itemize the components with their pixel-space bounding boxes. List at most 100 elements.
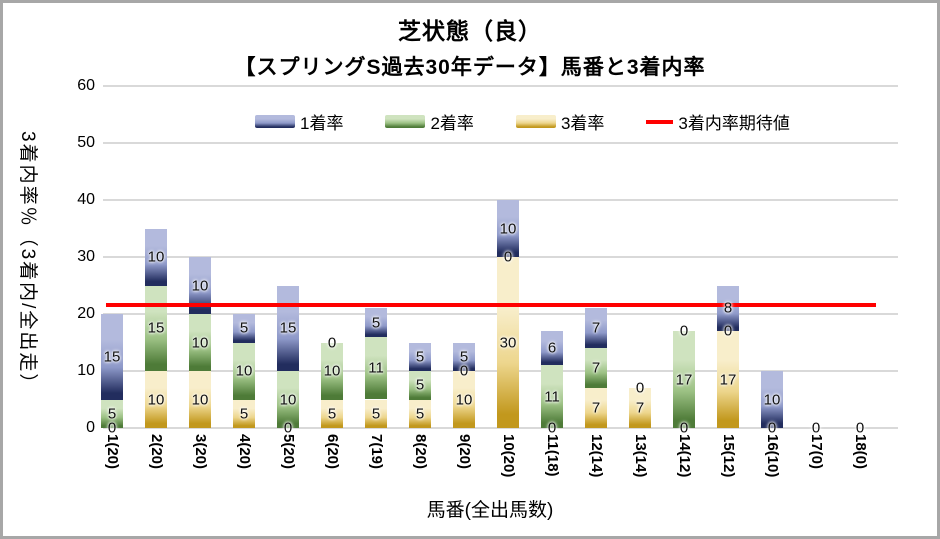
chart-area: 芝状態（良） 【スプリングS過去30年データ】馬番と3着内率 1着率 2着率 3… bbox=[3, 3, 937, 536]
bar-11-segment-2[interactable] bbox=[541, 331, 563, 366]
legend-item-first-rate[interactable]: 1着率 bbox=[255, 109, 343, 134]
x-tick-label-1: 1(20) bbox=[104, 434, 121, 470]
data-label: 7 bbox=[591, 399, 601, 417]
bar-6-segment-0[interactable] bbox=[321, 399, 343, 428]
bar-6-segment-1[interactable] bbox=[321, 342, 343, 400]
bar-8-segment-1[interactable] bbox=[409, 371, 431, 400]
legend: 1着率 2着率 3着率 3着内率期待値 bbox=[255, 109, 790, 134]
bar-15-segment-2[interactable] bbox=[717, 285, 739, 332]
bar-4-segment-2[interactable] bbox=[233, 314, 255, 343]
data-label: 5 bbox=[415, 405, 425, 423]
data-label: 0 bbox=[679, 419, 689, 437]
bar-3-segment-0[interactable] bbox=[189, 371, 211, 428]
bar-10-segment-2[interactable] bbox=[497, 200, 519, 257]
legend-item-third-rate[interactable]: 3着率 bbox=[515, 109, 605, 134]
bar-9-segment-0[interactable] bbox=[453, 371, 475, 428]
bar-10-segment-0[interactable] bbox=[497, 257, 519, 428]
bar-7-segment-0[interactable] bbox=[365, 399, 387, 428]
data-label: 5 bbox=[371, 405, 381, 423]
legend-label-third-rate: 3着率 bbox=[560, 114, 605, 133]
data-label: 15 bbox=[279, 319, 297, 337]
data-label: 0 bbox=[547, 419, 557, 437]
x-axis-title: 馬番(全出馬数) bbox=[426, 500, 554, 521]
bar-15-segment-0[interactable] bbox=[717, 331, 739, 428]
x-tick-label-18: 18(0) bbox=[852, 434, 869, 470]
chart-title: 芝状態（良） bbox=[398, 18, 542, 44]
x-tick-label-7: 7(19) bbox=[368, 434, 385, 470]
data-label: 7 bbox=[635, 399, 645, 417]
bar-4-segment-1[interactable] bbox=[233, 342, 255, 400]
bar-13-segment-0[interactable] bbox=[629, 388, 651, 428]
reference-line-swatch-icon bbox=[646, 119, 674, 124]
x-tick-label-3: 3(20) bbox=[192, 434, 209, 470]
data-label: 0 bbox=[503, 248, 513, 266]
bar-11-segment-1[interactable] bbox=[541, 365, 563, 428]
x-tick-label-10: 10(20) bbox=[500, 434, 517, 478]
legend-label-first-rate: 1着率 bbox=[300, 114, 344, 133]
data-label: 10 bbox=[235, 362, 253, 380]
data-label: 17 bbox=[675, 371, 693, 389]
data-label: 5 bbox=[239, 319, 249, 337]
data-label: 0 bbox=[811, 419, 821, 437]
data-label: 10 bbox=[191, 391, 209, 408]
bar-9-segment-2[interactable] bbox=[453, 342, 475, 371]
x-tick-label-8: 8(20) bbox=[412, 434, 429, 470]
bar-2-segment-0[interactable] bbox=[145, 371, 167, 428]
x-tick-label-16: 16(10) bbox=[764, 434, 781, 478]
y-tick-label-10: 10 bbox=[77, 362, 95, 379]
x-tick-label-12: 12(14) bbox=[588, 434, 605, 478]
data-label: 0 bbox=[767, 419, 777, 437]
bar-1-segment-1[interactable] bbox=[101, 399, 123, 428]
data-label: 11 bbox=[544, 388, 560, 406]
bar-8-segment-0[interactable] bbox=[409, 399, 431, 428]
y-tick-label-30: 30 bbox=[77, 248, 95, 265]
data-label: 5 bbox=[415, 348, 425, 366]
data-label: 0 bbox=[855, 419, 865, 437]
data-label: 5 bbox=[239, 405, 249, 423]
bar-16-segment-2[interactable] bbox=[761, 371, 783, 428]
legend-item-second-rate[interactable]: 2着率 bbox=[385, 109, 474, 134]
data-label: 5 bbox=[459, 348, 469, 366]
bar-12-segment-1[interactable] bbox=[585, 348, 607, 389]
bar-8-segment-2[interactable] bbox=[409, 342, 431, 371]
bar-3-segment-1[interactable] bbox=[189, 314, 211, 371]
bar-5-segment-1[interactable] bbox=[277, 371, 299, 428]
data-label: 0 bbox=[723, 322, 733, 340]
bar-7-segment-1[interactable] bbox=[365, 336, 387, 400]
data-label: 0 bbox=[283, 419, 293, 437]
gridline-60 bbox=[103, 85, 898, 87]
bar-14-segment-1[interactable] bbox=[673, 331, 695, 428]
x-tick-label-15: 15(12) bbox=[720, 434, 737, 478]
expected-value-line bbox=[106, 303, 876, 308]
data-label: 10 bbox=[147, 391, 165, 408]
y-axis-title: 3着内率％（3着内/全出走） bbox=[17, 131, 38, 395]
y-tick-label-0: 0 bbox=[86, 419, 95, 436]
bar-12-segment-0[interactable] bbox=[585, 388, 607, 428]
data-label: 0 bbox=[459, 362, 469, 380]
data-label: 15 bbox=[147, 319, 165, 337]
x-tick-label-13: 13(14) bbox=[632, 434, 649, 478]
data-label: 10 bbox=[147, 248, 165, 266]
data-label: 7 bbox=[591, 359, 601, 377]
bar-7-segment-2[interactable] bbox=[365, 308, 387, 337]
bar-4-segment-0[interactable] bbox=[233, 399, 255, 428]
bar-1-segment-2[interactable] bbox=[101, 314, 123, 400]
legend-label-second-rate: 2着率 bbox=[430, 114, 474, 133]
data-label: 7 bbox=[591, 319, 601, 337]
data-label: 5 bbox=[107, 405, 117, 423]
data-label: 8 bbox=[723, 299, 733, 317]
bar-3-segment-2[interactable] bbox=[189, 257, 211, 314]
data-label: 5 bbox=[327, 405, 337, 423]
gridline-0 bbox=[103, 427, 898, 429]
bar-2-segment-2[interactable] bbox=[145, 228, 167, 286]
x-tick-label-4: 4(20) bbox=[236, 434, 253, 470]
data-label: 15 bbox=[103, 348, 121, 366]
bar-12-segment-2[interactable] bbox=[585, 308, 607, 349]
x-tick-label-6: 6(20) bbox=[324, 434, 341, 470]
legend-item-expected-value[interactable]: 3着内率期待値 bbox=[646, 109, 790, 134]
data-label: 0 bbox=[635, 379, 645, 397]
legend-label-expected-value: 3着内率期待値 bbox=[678, 114, 790, 133]
data-label: 5 bbox=[415, 376, 425, 394]
y-tick-label-20: 20 bbox=[77, 305, 95, 322]
